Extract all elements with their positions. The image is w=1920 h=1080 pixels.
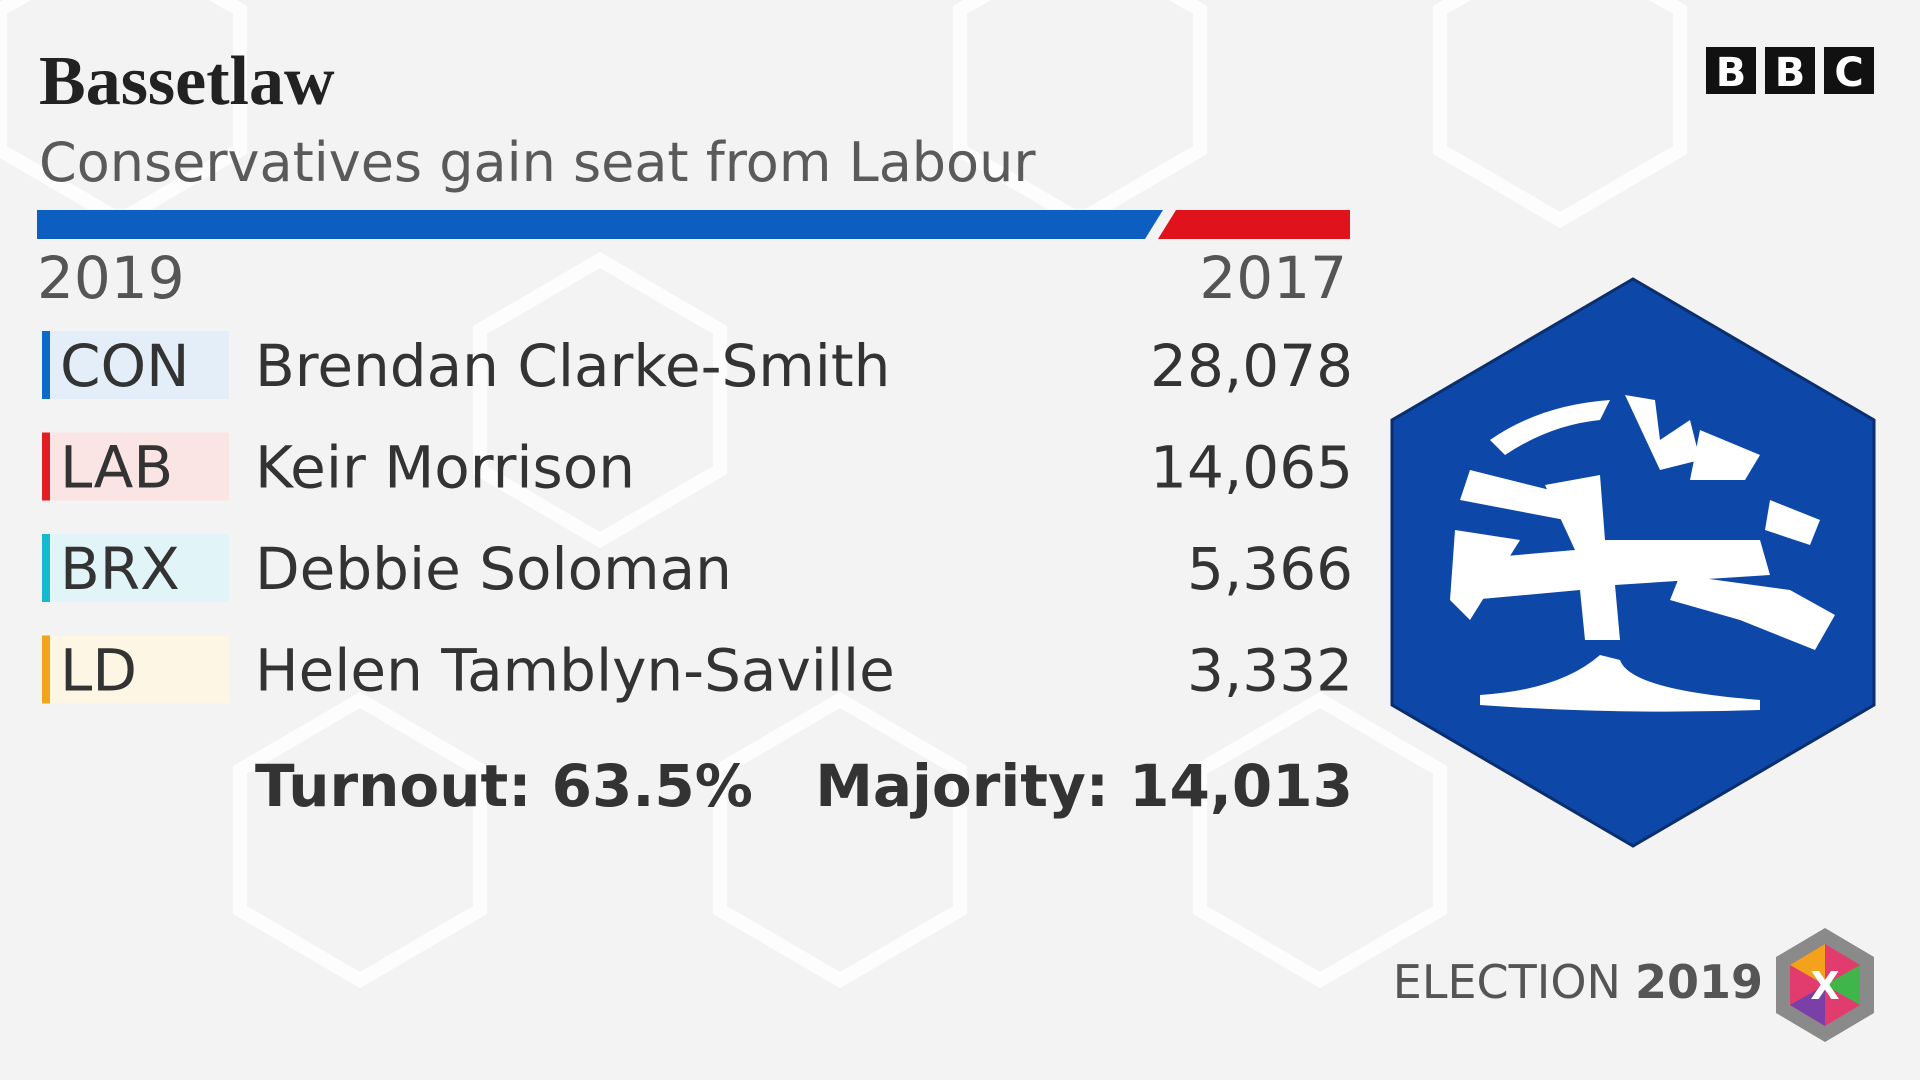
candidate: Brendan Clarke-Smith — [255, 332, 890, 400]
party-tint — [42, 331, 229, 399]
footer-year: 2019 — [1635, 955, 1763, 1009]
party-logo — [1390, 277, 1876, 848]
party-tint — [42, 534, 229, 602]
badge-face — [1790, 944, 1825, 985]
logo-block — [1824, 47, 1874, 94]
party-tint — [42, 432, 229, 501]
logo-letter: B — [1716, 50, 1747, 96]
badge-letter: X — [1810, 964, 1839, 1008]
footer-label: ELECTION — [1393, 955, 1621, 1009]
party-stripe — [42, 432, 50, 501]
party-stripe — [42, 331, 50, 399]
votes: 14,065 — [1150, 434, 1353, 502]
subtitle: Conservatives gain seat from Labour — [39, 131, 1036, 194]
loss-bar — [1158, 210, 1350, 239]
logo-letter: B — [1775, 50, 1806, 96]
logo-block — [1706, 47, 1756, 94]
result-row: LD Helen Tamblyn-Saville 3,332 — [42, 635, 1353, 705]
party-code: LD — [60, 637, 137, 705]
bbc-logo: B B C — [1706, 47, 1874, 96]
majority: Majority: 14,013 — [815, 752, 1353, 820]
candidate: Helen Tamblyn-Saville — [255, 637, 895, 705]
party-stripe — [42, 635, 50, 704]
party-stripe — [42, 534, 50, 602]
year-previous: 2017 — [1199, 244, 1347, 312]
party-tint — [42, 635, 229, 704]
turnout: Turnout: 63.5% — [255, 752, 753, 820]
badge-face — [1790, 985, 1825, 1026]
election-badge: X — [1776, 928, 1874, 1042]
party-code: LAB — [60, 434, 173, 502]
title: Bassetlaw — [39, 43, 335, 120]
party-code: BRX — [60, 535, 180, 603]
logo-letter: C — [1834, 50, 1863, 96]
gain-bar — [37, 210, 1163, 239]
tree-emblem — [1450, 395, 1835, 712]
footer: ELECTION 2019 — [1393, 955, 1763, 1009]
result-row: CON Brendan Clarke-Smith 28,078 — [42, 331, 1353, 400]
votes: 28,078 — [1150, 332, 1353, 400]
votes: 3,332 — [1187, 637, 1353, 705]
badge-face — [1825, 965, 1860, 1005]
logo-block — [1765, 47, 1815, 94]
votes: 5,366 — [1187, 535, 1353, 603]
result-row: BRX Debbie Soloman 5,366 — [42, 534, 1353, 603]
year-current: 2019 — [37, 244, 185, 312]
candidate: Keir Morrison — [255, 434, 635, 502]
party-code: CON — [60, 332, 190, 400]
results-table: CON Brendan Clarke-Smith 28,078 LAB Keir Mor… — [42, 331, 1353, 705]
candidate: Debbie Soloman — [255, 535, 732, 603]
result-row: LAB Keir Morrison 14,065 — [42, 432, 1353, 502]
